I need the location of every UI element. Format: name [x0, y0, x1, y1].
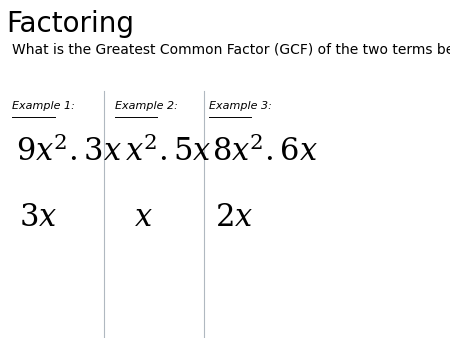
Text: What is the Greatest Common Factor (GCF) of the two terms below?: What is the Greatest Common Factor (GCF)… [13, 42, 450, 56]
Text: Example 2:: Example 2: [115, 101, 178, 112]
Text: $9x^2{.}3x$: $9x^2{.}3x$ [16, 135, 122, 167]
Text: $3x$: $3x$ [19, 203, 57, 232]
Text: Example 1:: Example 1: [13, 101, 75, 112]
Text: Factoring: Factoring [6, 10, 134, 38]
Text: $x^2{.}5x$: $x^2{.}5x$ [125, 135, 212, 167]
Text: Example 3:: Example 3: [209, 101, 272, 112]
Text: $2x$: $2x$ [215, 203, 253, 232]
Text: $8x^2{.}6x$: $8x^2{.}6x$ [212, 135, 318, 167]
Text: $x$: $x$ [134, 203, 153, 232]
